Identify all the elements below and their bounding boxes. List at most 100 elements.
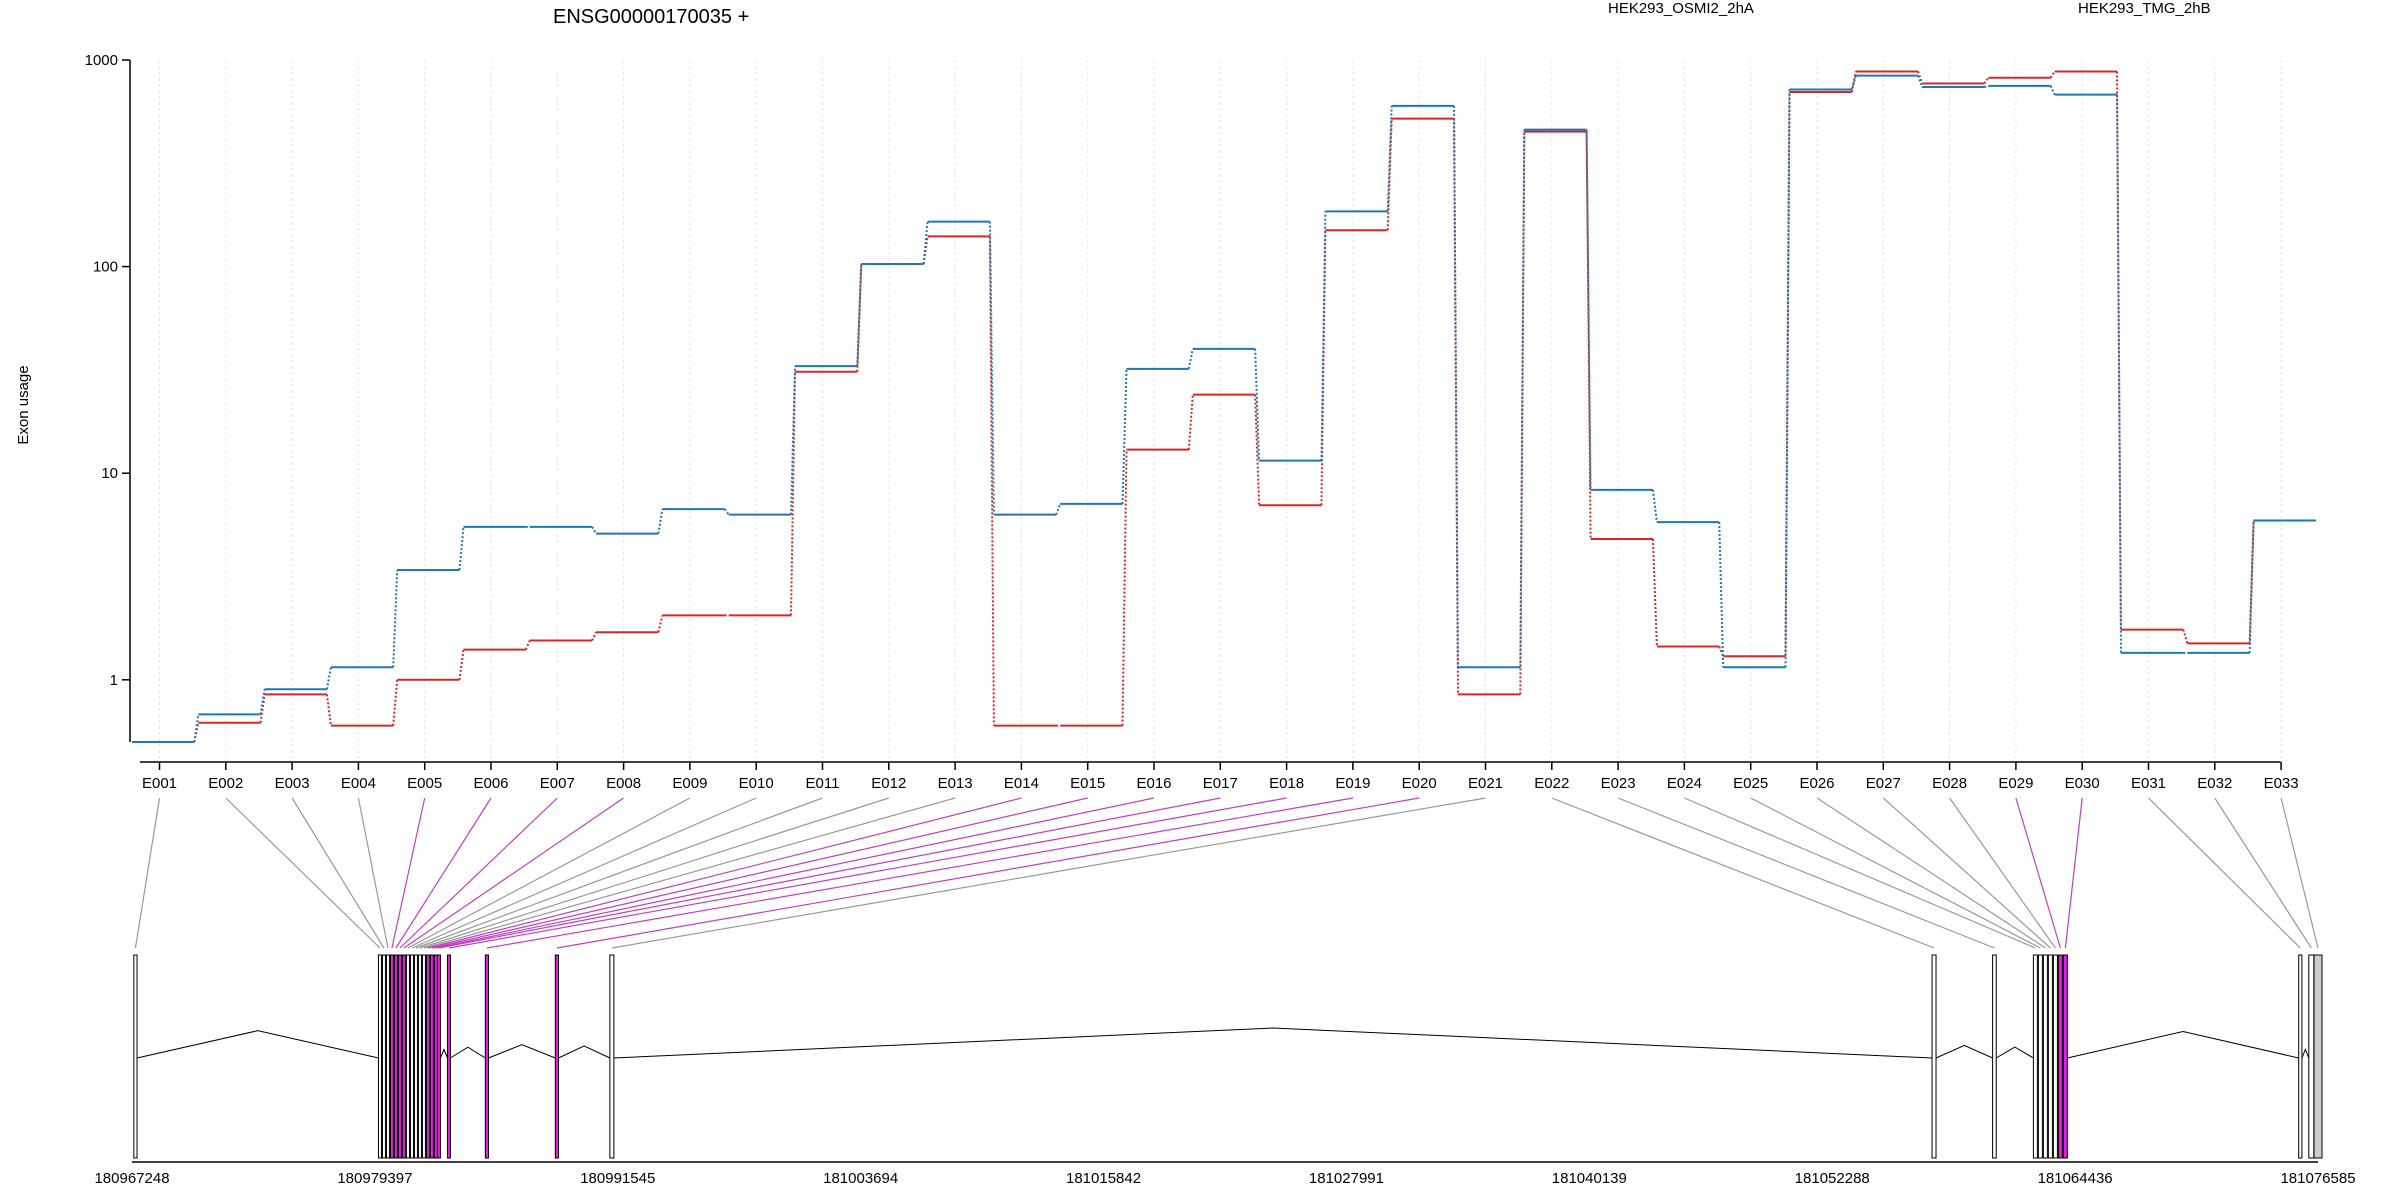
connector-E030: [2064, 797, 2083, 949]
connector-E017: [438, 797, 1221, 949]
data-connector: [1651, 489, 1658, 523]
connector-E031: [2148, 797, 2301, 949]
connector-E029: [2015, 797, 2061, 949]
exon-block-E014: [425, 954, 430, 1159]
x-tick-label: E009: [672, 775, 707, 792]
connector-E009: [407, 797, 691, 949]
x-tick-label: E024: [1667, 775, 1702, 792]
genomic-tick-label: 181040139: [1552, 1170, 1627, 1187]
exon-block-E008: [401, 954, 406, 1159]
genomic-tick-label: 181076585: [2280, 1170, 2355, 1187]
connector-E003: [291, 797, 385, 949]
exon-block-E019: [484, 954, 490, 1159]
exon-block-E012: [417, 954, 422, 1159]
exon-block-E021: [609, 954, 615, 1159]
connector-E015: [431, 797, 1088, 949]
connector-E026: [1816, 797, 2046, 949]
intron: [558, 1045, 611, 1059]
intron: [136, 1030, 379, 1059]
genomic-tick-label: 181064436: [2038, 1170, 2113, 1187]
data-connector: [1055, 503, 1062, 516]
data-connector: [1983, 77, 1990, 85]
series-0: [132, 70, 2316, 743]
exon-block-E031: [2298, 954, 2303, 1159]
exon-block-E015: [429, 954, 434, 1159]
x-tick-label: E012: [871, 775, 906, 792]
x-tick-label: E001: [142, 775, 177, 792]
data-connector: [2116, 94, 2122, 653]
exon-block-E023: [1992, 954, 1997, 1159]
connector-E028: [1949, 797, 2056, 949]
genomic-tick-label: 180991545: [580, 1170, 655, 1187]
x-tick-label: E014: [1004, 775, 1039, 792]
data-connector: [1784, 89, 1791, 668]
intron: [439, 1048, 448, 1059]
x-tick-label: E020: [1402, 775, 1437, 792]
data-connector: [2182, 629, 2189, 644]
exon-connector-lines: [134, 797, 2319, 949]
data-connector: [657, 615, 664, 633]
data-connector: [392, 679, 399, 726]
y-tick-label: 1000: [85, 52, 118, 69]
data-connector: [790, 371, 796, 616]
connector-E010: [411, 797, 757, 949]
connector-E016: [435, 797, 1155, 949]
exon-block-E018: [446, 954, 451, 1159]
exon-block-E017: [436, 954, 441, 1159]
connector-E027: [1882, 797, 2051, 949]
data-connector: [1850, 71, 1857, 93]
genomic-tick-label: 180967248: [94, 1170, 169, 1187]
exon-block-E010: [409, 954, 414, 1159]
data-connector: [1386, 118, 1393, 231]
connector-E005: [391, 797, 426, 949]
connector-E001: [134, 797, 161, 949]
data-connector: [458, 526, 465, 571]
data-connector: [2049, 70, 2056, 79]
connector-E020: [556, 797, 1420, 949]
y-tick-label: 10: [101, 465, 118, 482]
series-1: [132, 74, 2316, 743]
connector-E022: [1551, 797, 1935, 949]
intron: [613, 1027, 1933, 1059]
connector-E013: [423, 797, 956, 949]
y-axis-label: Exon usage: [15, 365, 32, 444]
data-connector: [392, 569, 399, 668]
intron: [2067, 1030, 2299, 1059]
data-connector: [259, 689, 266, 715]
y-tick-label: 1: [110, 672, 118, 689]
intron: [2301, 1048, 2310, 1059]
connector-E002: [225, 797, 381, 949]
intron: [488, 1044, 556, 1059]
data-connector: [458, 649, 465, 680]
genomic-axis-ticks: 180967248 180979397 180991545 181003694 1810…: [94, 1161, 2356, 1187]
x-tick-label: E005: [407, 775, 442, 792]
intron: [1935, 1044, 1993, 1059]
data-connector: [1187, 394, 1194, 450]
exon-block-E020: [554, 954, 559, 1159]
exon-block-E009: [405, 954, 410, 1159]
connector-E019: [486, 797, 1354, 949]
data-connector: [2049, 85, 2056, 96]
x-tick-label: E017: [1203, 775, 1238, 792]
data-connector: [1254, 394, 1261, 506]
exon-block-E033: [2313, 954, 2323, 1159]
exon-block-E025: [2037, 954, 2043, 1159]
x-tick-label: E002: [208, 775, 243, 792]
data-connector: [657, 508, 664, 534]
exon-block-E006: [393, 954, 398, 1159]
connector-E033: [2280, 797, 2319, 949]
x-tick-label: E026: [1799, 775, 1834, 792]
x-tick-label: E022: [1534, 775, 1569, 792]
series-lines: [132, 70, 2316, 743]
exon-block-E026: [2042, 954, 2048, 1159]
x-tick-label: E013: [938, 775, 973, 792]
gene-model: [133, 954, 2323, 1159]
data-connector: [1121, 368, 1128, 504]
x-tick-label: E028: [1932, 775, 1967, 792]
connector-E025: [1750, 797, 2041, 949]
connector-E021: [611, 797, 1486, 949]
data-connector: [988, 221, 995, 515]
data-connector: [1651, 539, 1658, 647]
data-connector: [591, 526, 597, 535]
